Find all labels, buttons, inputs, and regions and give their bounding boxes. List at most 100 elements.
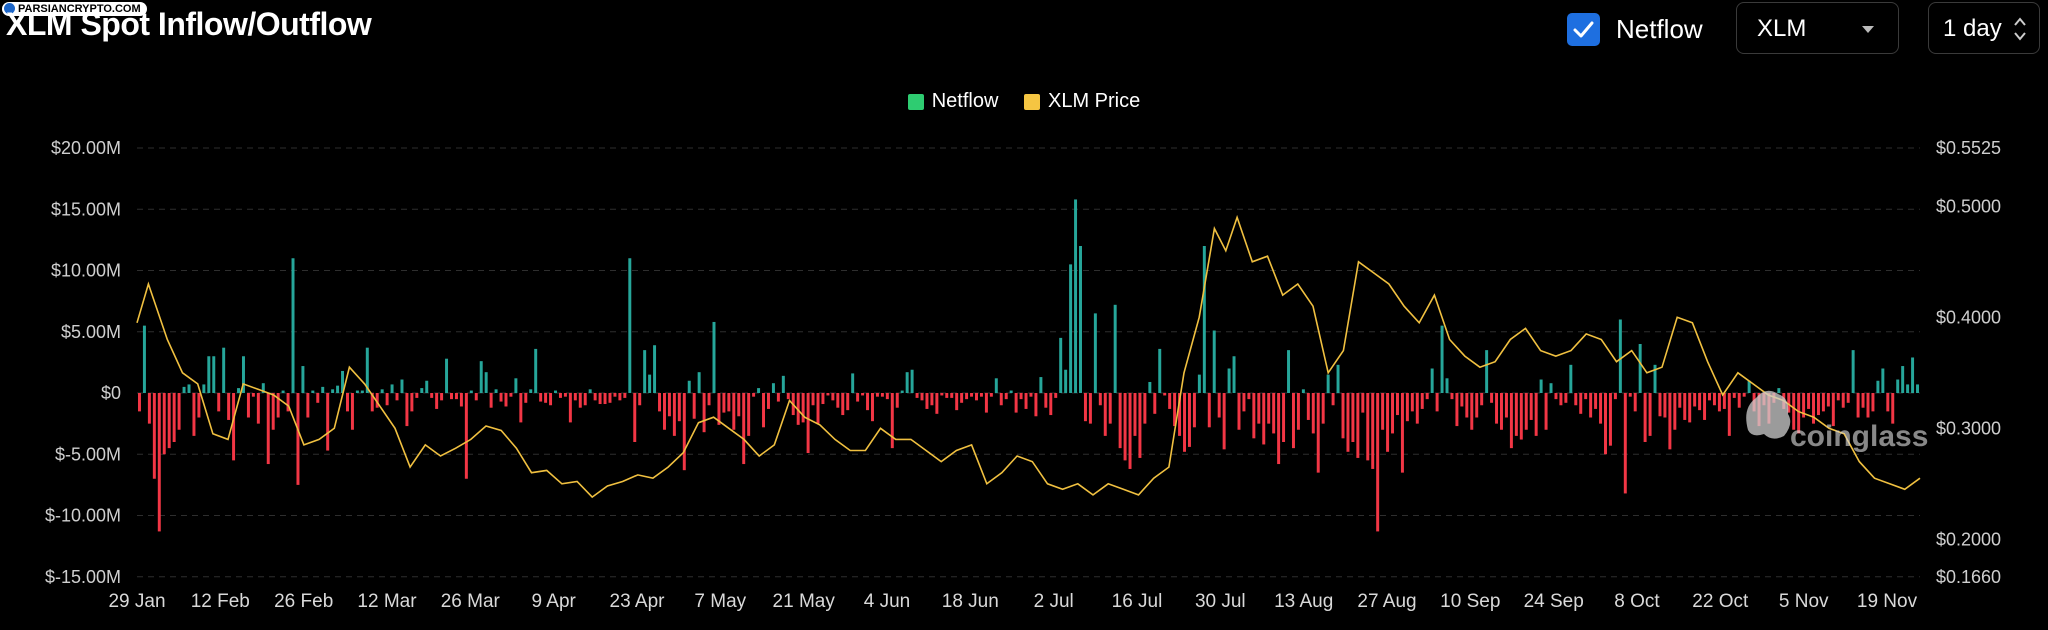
netflow-bar[interactable] (242, 356, 245, 393)
netflow-bar[interactable] (311, 390, 315, 393)
netflow-bar[interactable] (732, 393, 736, 430)
netflow-bar[interactable] (192, 393, 196, 436)
netflow-bar[interactable] (524, 393, 528, 403)
netflow-bar[interactable] (1316, 393, 1320, 473)
netflow-bar[interactable] (1311, 393, 1315, 434)
netflow-bar[interactable] (157, 393, 161, 532)
netflow-bar[interactable] (1341, 393, 1345, 439)
netflow-bar[interactable] (588, 389, 592, 393)
netflow-bar[interactable] (1267, 393, 1271, 424)
netflow-bar[interactable] (1836, 393, 1840, 401)
netflow-bar[interactable] (866, 393, 870, 411)
netflow-bar[interactable] (871, 393, 874, 422)
netflow-bar[interactable] (633, 393, 637, 442)
netflow-bar[interactable] (1227, 368, 1231, 394)
netflow-bar[interactable] (1549, 383, 1553, 393)
netflow-bar[interactable] (1470, 393, 1474, 430)
netflow-bar[interactable] (841, 393, 845, 416)
netflow-bar[interactable] (563, 393, 567, 397)
netflow-bar[interactable] (1455, 393, 1459, 427)
netflow-bar[interactable] (459, 393, 463, 407)
netflow-bar[interactable] (1574, 393, 1578, 406)
netflow-bar[interactable] (380, 389, 384, 393)
netflow-bar[interactable] (1490, 393, 1494, 403)
netflow-bar[interactable] (1539, 379, 1543, 393)
netflow-bar[interactable] (1797, 393, 1801, 434)
netflow-bar[interactable] (836, 393, 840, 408)
netflow-bar[interactable] (697, 372, 701, 393)
netflow-bar[interactable] (1143, 393, 1147, 424)
netflow-bar[interactable] (1346, 393, 1350, 452)
netflow-bar[interactable] (1559, 393, 1563, 406)
netflow-bar[interactable] (296, 393, 300, 485)
netflow-bar[interactable] (811, 393, 815, 406)
netflow-bar[interactable] (1514, 393, 1518, 436)
netflow-bar[interactable] (197, 393, 201, 418)
netflow-bar[interactable] (1192, 393, 1196, 428)
netflow-bar[interactable] (1187, 393, 1191, 447)
netflow-bar[interactable] (900, 390, 904, 393)
netflow-bar[interactable] (1881, 368, 1885, 394)
netflow-bar[interactable] (1722, 393, 1726, 409)
netflow-bar[interactable] (1405, 393, 1409, 422)
netflow-bar[interactable] (1821, 393, 1825, 412)
netflow-bar[interactable] (1217, 393, 1221, 418)
netflow-bar[interactable] (880, 393, 884, 397)
netflow-bar[interactable] (479, 361, 483, 393)
netflow-bar[interactable] (940, 393, 944, 396)
netflow-bar[interactable] (1064, 369, 1068, 393)
netflow-bar[interactable] (1519, 393, 1523, 440)
netflow-bar[interactable] (554, 390, 557, 393)
netflow-bar[interactable] (1544, 393, 1548, 430)
netflow-bar[interactable] (1366, 393, 1370, 461)
netflow-bar[interactable] (1212, 330, 1216, 393)
netflow-bar[interactable] (806, 393, 810, 454)
netflow-bar[interactable] (1400, 393, 1404, 473)
netflow-bar[interactable] (271, 393, 275, 430)
netflow-bar[interactable] (1891, 393, 1895, 424)
netflow-bar[interactable] (1534, 393, 1538, 436)
netflow-bar[interactable] (341, 370, 345, 393)
netflow-bar[interactable] (1291, 393, 1295, 449)
netflow-bar[interactable] (266, 393, 270, 465)
netflow-bar[interactable] (1277, 393, 1281, 465)
netflow-bar[interactable] (207, 356, 211, 393)
netflow-bar[interactable] (722, 393, 726, 413)
netflow-bar[interactable] (430, 393, 434, 398)
netflow-bar[interactable] (618, 393, 622, 401)
netflow-bar[interactable] (1222, 393, 1226, 450)
netflow-bar[interactable] (930, 393, 934, 406)
netflow-bar[interactable] (217, 393, 221, 412)
netflow-bar[interactable] (544, 393, 548, 403)
netflow-bar[interactable] (321, 386, 325, 394)
netflow-bar[interactable] (1826, 393, 1830, 407)
netflow-bar[interactable] (662, 393, 666, 430)
netflow-bar[interactable] (504, 393, 508, 407)
netflow-bar[interactable] (395, 393, 399, 401)
netflow-bar[interactable] (875, 393, 879, 397)
netflow-bar[interactable] (1069, 264, 1073, 394)
netflow-bar[interactable] (182, 386, 186, 394)
netflow-bar[interactable] (1376, 393, 1380, 532)
netflow-bar[interactable] (648, 374, 652, 394)
netflow-bar[interactable] (1658, 393, 1662, 417)
netflow-bar[interactable] (1336, 364, 1340, 393)
netflow-bar[interactable] (1009, 390, 1013, 393)
netflow-bar[interactable] (856, 393, 860, 402)
netflow-bar[interactable] (757, 388, 761, 393)
netflow-bar[interactable] (558, 393, 562, 398)
netflow-bar[interactable] (1465, 393, 1469, 418)
netflow-bar[interactable] (1445, 378, 1449, 393)
netflow-checkbox-label[interactable]: Netflow (1616, 14, 1703, 44)
netflow-bar[interactable] (1841, 393, 1845, 408)
netflow-bar[interactable] (846, 393, 850, 411)
netflow-bar[interactable] (1034, 393, 1038, 417)
netflow-bar[interactable] (747, 393, 751, 436)
netflow-bar[interactable] (509, 393, 513, 397)
netflow-bar[interactable] (786, 393, 790, 400)
netflow-bar[interactable] (137, 393, 141, 412)
netflow-bar[interactable] (1648, 393, 1652, 436)
netflow-bar[interactable] (1485, 350, 1489, 394)
netflow-bar[interactable] (286, 393, 290, 412)
netflow-bar[interactable] (529, 389, 533, 393)
